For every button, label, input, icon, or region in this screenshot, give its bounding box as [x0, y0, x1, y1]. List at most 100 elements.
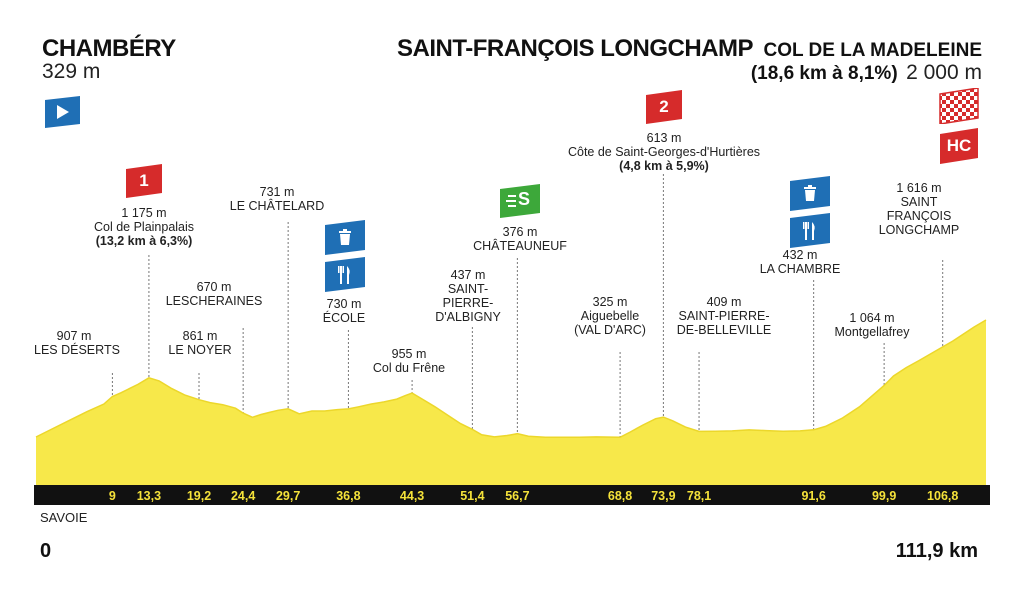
place-name: (VAL D'ARC) — [574, 323, 646, 337]
fork-knife-icon — [337, 265, 353, 285]
start-town-name: CHAMBÉRY — [42, 35, 176, 62]
place-name: DE-BELLEVILLE — [676, 323, 772, 337]
climb-2-stats: (4,8 km à 5,9%) — [619, 159, 709, 173]
climb-category-2-badge: 2 — [644, 90, 684, 124]
place-name: LA CHAMBRE — [759, 262, 841, 276]
fork-knife-icon — [802, 221, 818, 241]
place-altitude: 325 m — [592, 295, 628, 309]
climb-1-info: 1 175 m Col de Plainpalais (13,2 km à 6,… — [74, 206, 214, 248]
distance-tick-label: 13,3 — [137, 489, 161, 503]
place-altitude: 670 m — [196, 280, 232, 294]
finish-title-row: SAINT-FRANÇOIS LONGCHAMP COL DE LA MADEL… — [397, 36, 982, 62]
climb-2-altitude: 613 m — [646, 131, 682, 145]
place-altitude: 432 m — [782, 248, 818, 262]
distance-tick-label: 78,1 — [687, 489, 711, 503]
place-label-saint-pierre-d-albigny: 437 m SAINT- PIERRE- D'ALBIGNY — [428, 268, 508, 324]
place-label-saint-francois-longchamp: 1 616 m SAINT FRANÇOIS LONGCHAMP — [869, 181, 969, 237]
finish-altitude: 2 000 m — [906, 61, 982, 84]
distance-tick-label: 68,8 — [608, 489, 632, 503]
place-name: SAINT — [900, 195, 938, 209]
place-name: SAINT-PIERRE- — [678, 309, 770, 323]
climb-hc-badge: HC — [938, 128, 980, 164]
place-name: SAINT- — [447, 282, 489, 296]
place-label-saint-pierre-de-belleville: 409 m SAINT-PIERRE- DE-BELLEVILLE — [664, 295, 784, 337]
stage-profile-frame: CHAMBÉRY 329 m SAINT-FRANÇOIS LONGCHAMP … — [34, 30, 990, 571]
place-altitude: 1 616 m — [896, 181, 942, 195]
place-altitude: 437 m — [450, 268, 486, 282]
climb-2-name: Côte de Saint-Georges-d'Hurtières — [567, 145, 761, 159]
place-name: ÉCOLE — [322, 311, 366, 325]
place-altitude: 861 m — [182, 329, 218, 343]
climb-2-category-label: 2 — [659, 97, 669, 116]
bin-icon — [802, 184, 818, 202]
distance-total: 111,9 km — [895, 540, 978, 562]
place-label-ecole: 730 m ÉCOLE — [304, 297, 384, 325]
place-name: LES DÉSERTS — [34, 343, 120, 357]
distance-tick-label: 91,6 — [801, 489, 825, 503]
place-label-lescheraines: 670 m LESCHERAINES — [159, 280, 269, 308]
climb-1-altitude: 1 175 m — [121, 206, 167, 220]
distance-tick-label: 51,4 — [460, 489, 484, 503]
sprint-icon: S — [498, 184, 542, 218]
distance-tick-label: 9 — [109, 489, 116, 503]
distance-tick-label: 56,7 — [505, 489, 529, 503]
finish-climb-name: COL DE LA MADELEINE — [763, 40, 982, 61]
distance-tick-label: 24,4 — [231, 489, 255, 503]
place-label-le-chatelard: 731 m LE CHÂTELARD — [222, 185, 332, 213]
checkered-flag-icon — [938, 87, 980, 125]
distance-tick-label: 29,7 — [276, 489, 300, 503]
place-altitude: 955 m — [391, 347, 427, 361]
distance-tick-label: 99,9 — [872, 489, 896, 503]
place-name: PIERRE- — [442, 296, 494, 310]
elevation-profile-chart: 9 13,3 19,2 24,4 29,7 36,8 44,3 51,4 56,7 68,8 73,… — [34, 174, 990, 505]
distance-tick-label: 44,3 — [400, 489, 424, 503]
distance-tick-label: 73,9 — [651, 489, 675, 503]
climb-1-category-label: 1 — [139, 171, 149, 190]
place-name: LE CHÂTELARD — [229, 199, 325, 213]
climb-hc-label: HC — [946, 136, 972, 155]
place-name: LE NOYER — [168, 343, 232, 357]
region-label: SAVOIE — [40, 510, 88, 525]
finish-town-name: SAINT-FRANÇOIS LONGCHAMP — [397, 35, 754, 62]
climb-1-name: Col de Plainpalais — [93, 220, 195, 234]
place-altitude: 907 m — [56, 329, 92, 343]
elevation-area — [36, 320, 986, 460]
place-label-col-du-frene: 955 m Col du Frêne — [354, 347, 464, 375]
finish-climb-stats: (18,6 km à 8,1%) — [750, 63, 898, 84]
climb-1-stats: (13,2 km à 6,3%) — [95, 234, 193, 248]
place-label-la-chambre: 432 m LA CHAMBRE — [755, 248, 845, 276]
place-label-le-noyer: 861 m LE NOYER — [160, 329, 240, 357]
distance-axis-bar — [34, 485, 990, 505]
place-name: Aiguebelle — [580, 309, 640, 323]
feed-zone-1 — [323, 220, 367, 292]
place-name: D'ALBIGNY — [435, 310, 501, 324]
sprint-name: CHÂTEAUNEUF — [473, 239, 567, 253]
place-label-montgellafrey: 1 064 m Montgellafrey — [822, 311, 922, 339]
start-arrow-icon — [42, 96, 82, 128]
distance-start: 0 — [40, 540, 52, 562]
place-name: FRANÇOIS — [886, 209, 952, 223]
distance-tick-label: 19,2 — [187, 489, 211, 503]
sprint-altitude: 376 m — [502, 225, 538, 239]
place-altitude: 730 m — [326, 297, 362, 311]
place-altitude: 409 m — [706, 295, 742, 309]
climb-2-info: 613 m Côte de Saint-Georges-d'Hurtières … — [539, 131, 789, 173]
bin-icon — [337, 228, 353, 246]
place-altitude: 1 064 m — [849, 311, 895, 325]
sprint-info: 376 m CHÂTEAUNEUF — [450, 225, 590, 253]
place-altitude: 731 m — [259, 185, 295, 199]
place-label-aiguebelle: 325 m Aiguebelle (VAL D'ARC) — [560, 295, 660, 337]
start-altitude: 329 m — [42, 60, 101, 83]
distance-tick-labels: 9 13,3 19,2 24,4 29,7 36,8 44,3 51,4 56,7 68,8 73,… — [109, 489, 958, 503]
elevation-base-fill — [36, 460, 986, 485]
distance-tick-label: 36,8 — [336, 489, 360, 503]
feed-zone-2 — [788, 176, 832, 248]
place-name: LONGCHAMP — [878, 223, 960, 237]
distance-tick-label: 106,8 — [927, 489, 958, 503]
sprint-label: S — [517, 189, 530, 209]
finish-subtitle-row: (18,6 km à 8,1%) 2 000 m — [751, 62, 982, 85]
place-name: Montgellafrey — [834, 325, 910, 339]
climb-category-1-badge: 1 — [124, 164, 164, 198]
place-label-les-deserts: 907 m LES DÉSERTS — [34, 329, 120, 357]
place-name: Col du Frêne — [372, 361, 446, 375]
